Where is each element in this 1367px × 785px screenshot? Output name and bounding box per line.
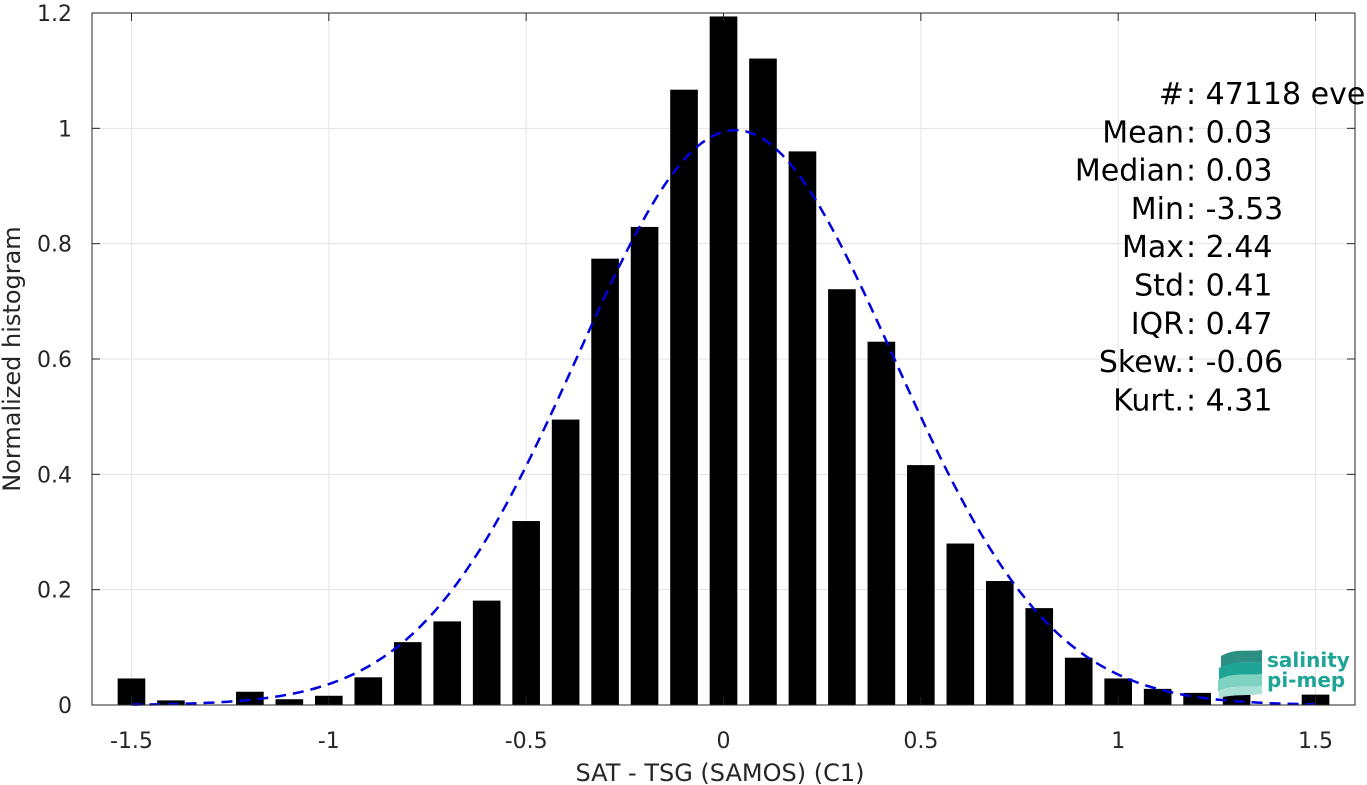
histogram-bar: [354, 677, 383, 705]
logo-text-line2: pi-mep: [1267, 668, 1345, 692]
y-tick-label: 0.6: [37, 348, 72, 373]
histogram-bar: [670, 89, 698, 706]
histogram-bar: [1143, 688, 1172, 705]
stat-value: : 2.44: [1186, 230, 1272, 265]
histogram-bar: [788, 151, 817, 705]
y-tick-label: 1.2: [37, 2, 72, 27]
stat-label: Max: [1122, 230, 1184, 265]
histogram-bar: [709, 16, 738, 705]
stat-label: Std: [1134, 269, 1184, 304]
histogram-bar: [828, 289, 856, 705]
y-tick-label: 1: [58, 117, 72, 142]
x-tick-labels: -1.5 -1 -0.5 0 0.5 1 1.5: [110, 729, 1333, 754]
histogram-bar: [591, 258, 619, 705]
stat-label: Skew.: [1099, 345, 1184, 380]
histogram-bar: [1064, 657, 1093, 705]
stat-label: IQR: [1131, 307, 1184, 342]
histogram-bar: [551, 419, 580, 705]
x-tick-label: 0: [717, 729, 731, 754]
stat-label: Mean: [1102, 115, 1184, 150]
stat-value: : 47118 events: [1186, 77, 1367, 112]
stat-value: : -0.06: [1186, 345, 1283, 380]
histogram-bar: [157, 700, 185, 705]
y-axis-label: Normalized histogram: [0, 226, 26, 491]
stat-value: : 4.31: [1186, 383, 1272, 418]
stat-value: : 0.41: [1186, 269, 1272, 304]
stat-label: Median: [1075, 154, 1184, 189]
stat-label: Kurt.: [1113, 383, 1184, 418]
y-tick-label: 0.4: [37, 463, 72, 488]
x-tick-label: -1.5: [110, 729, 153, 754]
x-tick-label: -1: [318, 729, 340, 754]
y-tick-labels: 0 0.2 0.4 0.6 0.8 1 1.2: [37, 2, 72, 719]
x-tick-label: 1: [1111, 729, 1125, 754]
stat-value: : -3.53: [1186, 192, 1283, 227]
histogram-bar: [275, 699, 304, 705]
histogram-bar: [1025, 608, 1054, 705]
y-tick-label: 0: [58, 694, 72, 719]
stat-value: : 0.03: [1186, 115, 1272, 150]
histogram-bar: [393, 642, 422, 705]
histogram-bar: [946, 543, 975, 705]
histogram-bar: [512, 521, 540, 705]
gaussian-fit-line: [131, 128, 1316, 706]
y-tick-label: 0.2: [37, 579, 72, 604]
x-axis-label: SAT - TSG (SAMOS) (C1): [576, 759, 865, 785]
histogram-bars: [117, 16, 1330, 706]
histogram-bar: [630, 226, 659, 705]
x-tick-label: -0.5: [505, 729, 548, 754]
histogram-bar: [867, 341, 896, 705]
x-tick-label: 1.5: [1298, 729, 1333, 754]
histogram-bar: [985, 581, 1014, 705]
x-tick-label: 0.5: [903, 729, 938, 754]
stat-value: : 0.47: [1186, 307, 1272, 342]
logo-text-line1: salinity: [1267, 648, 1350, 672]
stat-label: Min: [1131, 192, 1184, 227]
stat-label: #: [1159, 77, 1184, 112]
histogram-bar: [907, 465, 935, 705]
logo-wave-icon: [1221, 650, 1262, 668]
salinity-pi-mep-logo: salinity pi-mep: [1218, 648, 1350, 698]
axis-ticks: [92, 12, 1355, 706]
histogram-bar: [749, 58, 777, 706]
stat-value: : 0.03: [1186, 154, 1272, 189]
histogram-bar: [433, 621, 462, 705]
y-tick-label: 0.8: [37, 233, 72, 258]
histogram-bar: [472, 600, 501, 705]
